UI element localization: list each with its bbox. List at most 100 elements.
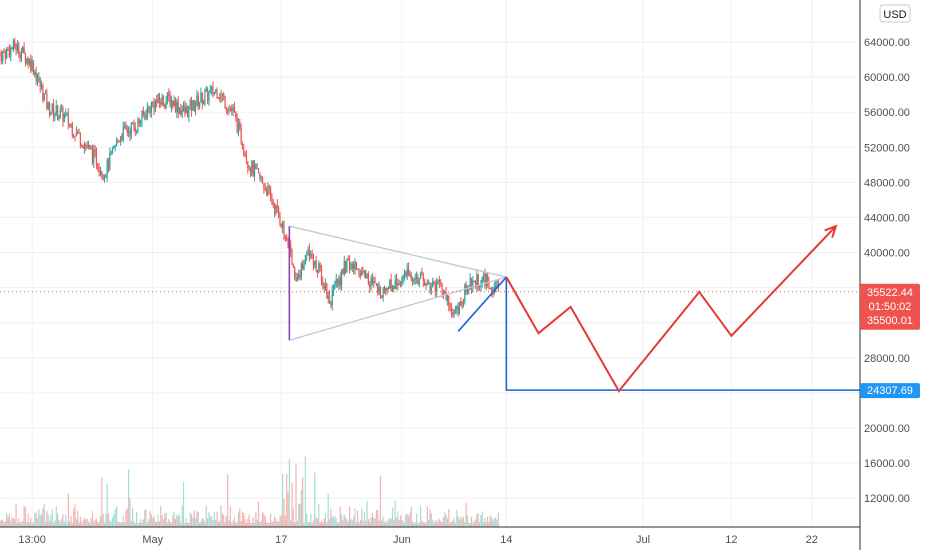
triangle-upper[interactable]	[289, 225, 507, 278]
candle-body	[144, 114, 146, 116]
currency-label[interactable]: USD	[879, 4, 911, 23]
volume-bar	[212, 520, 214, 527]
candle-body	[276, 205, 278, 208]
candle-body	[413, 278, 415, 283]
volume-bar	[473, 521, 475, 527]
candle-body	[326, 283, 328, 299]
target-price-label: 24307.69	[867, 385, 913, 397]
candle-body	[496, 281, 498, 286]
volume-bar	[389, 517, 391, 527]
candle-body	[7, 48, 9, 51]
candle-body	[453, 310, 455, 315]
volume-bar	[58, 519, 60, 527]
volume-bar	[485, 521, 487, 527]
candle-body	[271, 195, 273, 204]
candle-body	[438, 280, 440, 283]
volume-bar	[416, 513, 418, 527]
volume-bar	[330, 508, 332, 527]
volume-bar	[382, 516, 384, 527]
volume-bar	[465, 502, 467, 527]
volume-bar	[488, 521, 490, 527]
volume-bar	[219, 520, 221, 527]
volume-bar	[470, 516, 473, 527]
volume-bar	[91, 511, 94, 527]
volume-bar	[300, 489, 303, 527]
volume-bar	[442, 517, 444, 527]
candle-body	[136, 131, 138, 133]
candle-body	[245, 155, 248, 162]
candle-body	[477, 274, 479, 287]
breakout-leg[interactable]	[457, 276, 507, 332]
volume-bar	[75, 518, 77, 527]
candle-body	[311, 253, 313, 258]
volume-bar	[156, 522, 158, 527]
volume-bar	[318, 504, 320, 527]
volume-bar	[67, 493, 69, 527]
volume-bar	[205, 505, 207, 527]
volume-bar	[231, 522, 233, 527]
candle-body	[166, 92, 169, 101]
volume-bar	[194, 518, 197, 527]
volume-bar	[26, 522, 28, 527]
volume-bar	[474, 519, 477, 527]
volume-bar	[312, 520, 315, 527]
volume-bar	[193, 510, 195, 527]
candle-body	[203, 100, 205, 105]
measured-move[interactable]	[505, 277, 860, 391]
volume-bar	[302, 477, 304, 527]
volume-bar	[182, 481, 185, 527]
volume-bar	[74, 504, 76, 527]
volume-bar	[32, 522, 35, 527]
volume-bar	[82, 520, 84, 527]
volume-bar	[263, 513, 265, 527]
drawings[interactable]	[288, 224, 860, 393]
volume-bar	[355, 522, 357, 527]
candle-body	[123, 125, 126, 128]
candle-body	[192, 100, 194, 111]
volume-bar	[432, 519, 434, 527]
volume-bar	[322, 522, 324, 527]
currency-label-text: USD	[883, 9, 906, 21]
volume-bar	[253, 522, 256, 527]
volume-bar	[119, 522, 122, 527]
volume-bar	[235, 522, 237, 527]
candle-body	[12, 40, 14, 50]
volume-bar	[345, 517, 347, 527]
candle-body	[319, 263, 321, 268]
candle-body	[446, 295, 449, 300]
volume-bar	[132, 507, 134, 527]
candle-body	[401, 279, 403, 286]
candle-body	[478, 286, 481, 288]
volume-bar	[54, 520, 56, 527]
volume-bar	[3, 521, 5, 527]
volume-bar	[12, 518, 14, 527]
candle-body	[129, 131, 131, 136]
candle-body	[249, 168, 252, 173]
volume-bar	[385, 520, 387, 527]
projection-path[interactable]	[505, 225, 837, 393]
volume-bar	[99, 515, 102, 527]
candle-body	[497, 281, 499, 288]
candle-body	[204, 91, 206, 101]
candle-body	[247, 161, 249, 168]
candle-body	[347, 259, 349, 261]
volume-bar	[480, 515, 482, 527]
candle-body	[253, 164, 256, 176]
candle-body	[82, 146, 84, 149]
candle-body	[371, 278, 373, 284]
projection-arrowhead[interactable]	[824, 224, 838, 238]
candle-body	[227, 109, 229, 111]
volume-bar	[154, 521, 156, 527]
volume-bar	[274, 516, 276, 527]
volume-bar	[391, 507, 394, 527]
candle-body	[320, 267, 323, 282]
volume-bar	[176, 514, 178, 527]
candle-body	[350, 267, 352, 270]
volume-bar	[48, 520, 51, 527]
candle-body	[484, 274, 486, 286]
candle-body	[306, 254, 308, 256]
volume-bar	[402, 520, 404, 527]
triangle-lower[interactable]	[289, 276, 507, 341]
